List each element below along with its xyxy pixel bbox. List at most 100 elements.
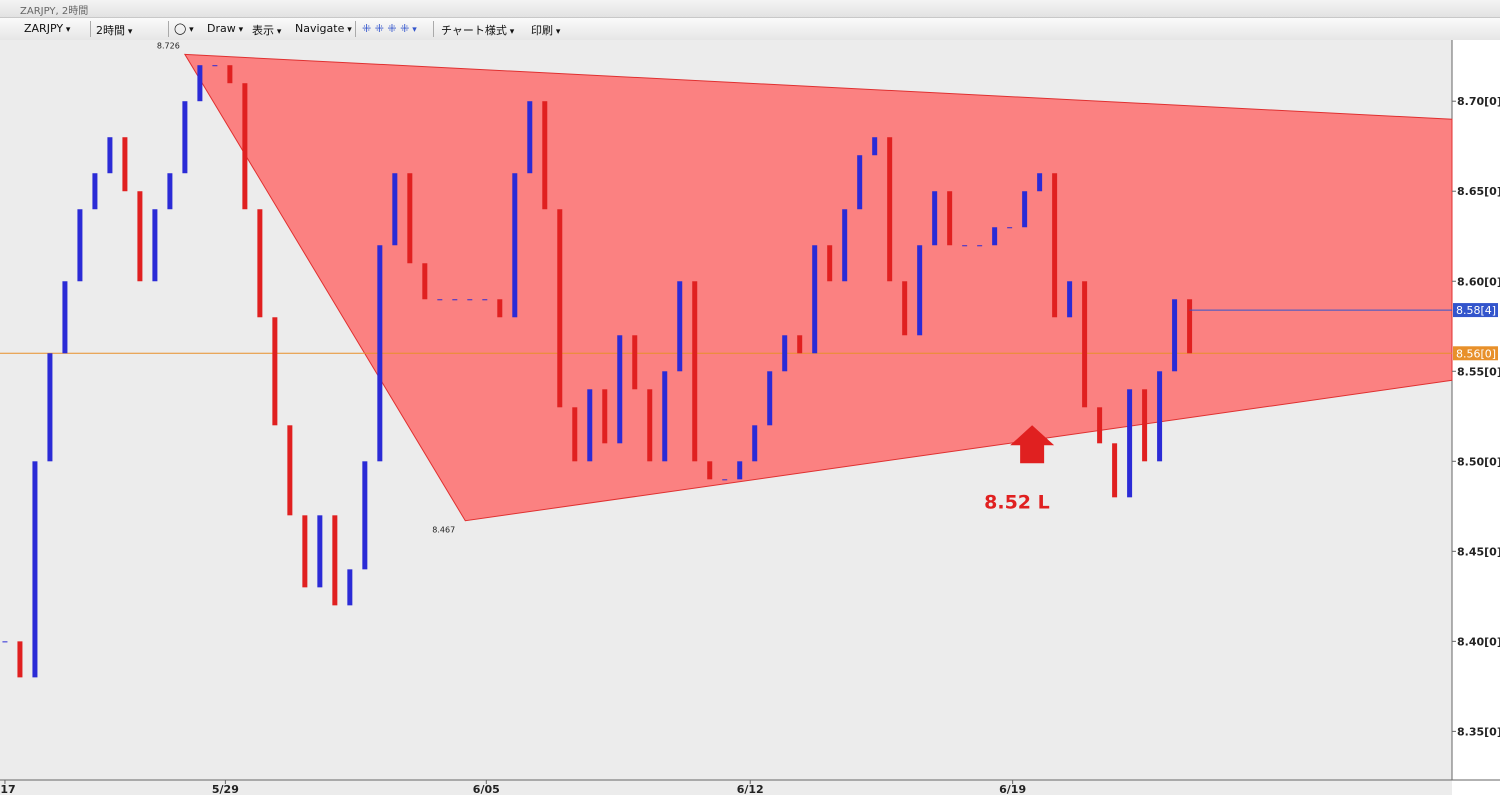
candle: [512, 173, 518, 318]
y-tick-label: 8.40[0]: [1457, 635, 1500, 648]
candle: [92, 173, 98, 210]
candle: [212, 65, 218, 67]
candle: [167, 173, 173, 210]
candle: [377, 245, 383, 462]
candle: [752, 425, 758, 462]
candle: [1142, 389, 1148, 462]
candle: [917, 245, 923, 336]
candle: [1067, 281, 1073, 318]
triangle-pattern: [183, 53, 1453, 522]
candle: [977, 245, 983, 247]
x-tick-label: 17: [0, 783, 15, 795]
x-tick-label: 6/05: [473, 783, 500, 795]
candle: [1172, 299, 1178, 372]
candle: [737, 461, 743, 480]
candle: [722, 479, 728, 481]
channel-tag-box: [1453, 303, 1498, 318]
candle: [1097, 407, 1103, 444]
candle: [827, 245, 833, 282]
window-title: ZARJPY, 2時間: [20, 6, 89, 17]
candle: [647, 389, 653, 462]
candle: [1127, 389, 1133, 498]
candle: [572, 407, 578, 462]
menu-item[interactable]: チャート様式: [441, 22, 514, 38]
candle: [2, 641, 8, 643]
candle: [242, 83, 248, 210]
candle: [77, 209, 83, 282]
candle: [872, 137, 878, 156]
candle: [287, 425, 293, 516]
candle: [992, 227, 998, 246]
candle: [257, 209, 263, 318]
candle: [1052, 173, 1058, 318]
candle: [587, 389, 593, 462]
candle: [557, 209, 563, 408]
separator: [168, 21, 169, 37]
y-tick-label: 8.70[0]: [1457, 95, 1500, 108]
candle: [1112, 443, 1118, 498]
candle: [197, 65, 203, 102]
candle: [62, 281, 68, 354]
candle: [227, 65, 233, 84]
toolbar: ZARJPY 2時間 ◯ Draw 表示 Navigate ⁜ ⁜ ⁜ ⁜ チャ…: [0, 18, 1500, 41]
candle: [707, 461, 713, 480]
candle: [617, 335, 623, 444]
y-tick-label: 8.45[0]: [1457, 545, 1500, 558]
candle: [1037, 173, 1043, 192]
y-tick-label: 8.65[0]: [1457, 185, 1500, 198]
price-axis: [1452, 40, 1500, 795]
candle: [692, 281, 698, 462]
x-tick-label: 6/19: [999, 783, 1026, 795]
x-tick-label: 6/12: [737, 783, 764, 795]
crosshair-tools[interactable]: ⁜ ⁜ ⁜ ⁜: [362, 22, 417, 35]
menu-item[interactable]: Navigate: [295, 22, 352, 35]
menu-item[interactable]: 印刷: [531, 22, 560, 38]
title-bar: ZARJPY, 2時間: [0, 0, 1500, 18]
candle: [1022, 191, 1028, 228]
candle: [1007, 227, 1013, 229]
channel-tag-label: 8.58[4]: [1456, 304, 1496, 317]
annotation: 8.52 L: [984, 491, 1050, 513]
candle: [437, 299, 443, 301]
y-tick-label: 8.35[0]: [1457, 725, 1500, 738]
candle: [902, 281, 908, 336]
candle: [182, 101, 188, 174]
candle: [677, 281, 683, 372]
candle: [812, 245, 818, 354]
candle: [1082, 281, 1088, 408]
candle: [107, 137, 113, 174]
arrow-icon: [1010, 425, 1055, 464]
candle: [362, 461, 368, 570]
price-tag-label: 8.56[0]: [1456, 347, 1496, 360]
separator: [433, 21, 434, 37]
candle: [482, 299, 488, 301]
separator: [90, 21, 91, 37]
candle: [602, 389, 608, 444]
timeframe-select[interactable]: 2時間: [96, 22, 132, 38]
candle: [632, 335, 638, 390]
menu-item[interactable]: 表示: [252, 22, 281, 38]
candle: [887, 137, 893, 282]
base-label: 8.467: [432, 526, 455, 535]
candle: [152, 209, 158, 282]
candle: [797, 335, 803, 354]
candle: [1157, 371, 1163, 462]
y-tick-label: 8.50[0]: [1457, 455, 1500, 468]
candle: [542, 101, 548, 210]
candle: [47, 353, 53, 462]
candle: [857, 155, 863, 210]
candle: [407, 173, 413, 264]
shape-tool[interactable]: ◯: [174, 22, 194, 35]
candle: [302, 515, 308, 588]
candle: [332, 515, 338, 606]
menu-item[interactable]: Draw: [207, 22, 243, 35]
candle: [527, 101, 533, 174]
candle: [317, 515, 323, 588]
candle: [767, 371, 773, 426]
candle: [17, 641, 23, 678]
candle: [272, 317, 278, 426]
candle: [122, 137, 128, 192]
candle: [347, 569, 353, 606]
symbol-select[interactable]: ZARJPY: [24, 22, 70, 35]
